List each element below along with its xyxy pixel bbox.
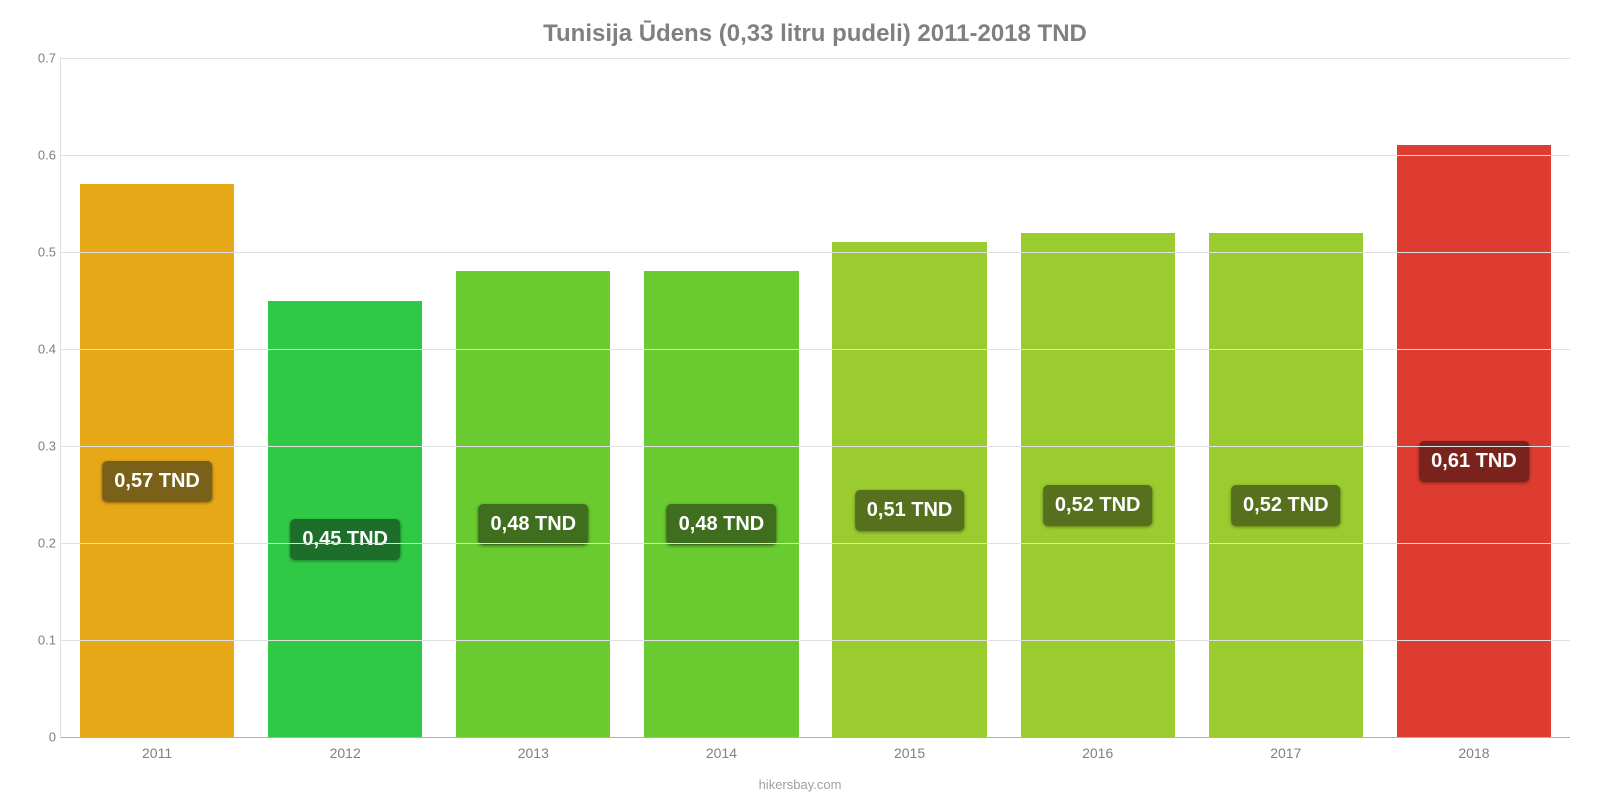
grid-line (61, 446, 1570, 447)
bar: 0,52 TND (1021, 233, 1175, 737)
grid-line (61, 155, 1570, 156)
x-tick-label: 2011 (142, 745, 172, 761)
bar-slot: 0,61 TND2018 (1380, 58, 1568, 737)
bar-slot: 0,52 TND2016 (1004, 58, 1192, 737)
x-tick-label: 2015 (894, 745, 925, 761)
x-tick-label: 2013 (518, 745, 549, 761)
value-badge: 0,52 TND (1043, 485, 1153, 526)
x-tick-label: 2014 (706, 745, 737, 761)
value-badge: 0,52 TND (1231, 485, 1341, 526)
bar-slot: 0,51 TND2015 (816, 58, 1004, 737)
grid-line (61, 58, 1570, 59)
value-badge: 0,45 TND (290, 519, 400, 560)
plot-area: 0,57 TND20110,45 TND20120,48 TND20130,48… (60, 58, 1570, 738)
y-tick-label: 0.5 (21, 245, 56, 260)
y-tick-label: 0.6 (21, 148, 56, 163)
y-tick-label: 0 (21, 730, 56, 745)
bar-slot: 0,45 TND2012 (251, 58, 439, 737)
grid-line (61, 252, 1570, 253)
x-tick-label: 2017 (1270, 745, 1301, 761)
value-badge: 0,51 TND (855, 490, 965, 531)
attribution: hikersbay.com (0, 777, 1600, 792)
bar-slot: 0,57 TND2011 (63, 58, 251, 737)
y-tick-label: 0.2 (21, 536, 56, 551)
grid-line (61, 640, 1570, 641)
grid-line (61, 349, 1570, 350)
bar: 0,61 TND (1397, 145, 1551, 737)
bar: 0,52 TND (1209, 233, 1363, 737)
bar: 0,45 TND (268, 301, 422, 738)
value-badge: 0,48 TND (667, 504, 777, 545)
bar-slot: 0,48 TND2013 (439, 58, 627, 737)
x-tick-label: 2018 (1458, 745, 1489, 761)
chart-title: Tunisija Ūdens (0,33 litru pudeli) 2011-… (60, 20, 1570, 48)
chart-container: Tunisija Ūdens (0,33 litru pudeli) 2011-… (0, 0, 1600, 800)
bar-slot: 0,48 TND2014 (627, 58, 815, 737)
x-tick-label: 2016 (1082, 745, 1113, 761)
y-tick-label: 0.7 (21, 51, 56, 66)
bar: 0,51 TND (832, 242, 986, 737)
bars-container: 0,57 TND20110,45 TND20120,48 TND20130,48… (61, 58, 1570, 737)
bar: 0,48 TND (456, 271, 610, 737)
bar: 0,48 TND (644, 271, 798, 737)
grid-line (61, 543, 1570, 544)
x-tick-label: 2012 (330, 745, 361, 761)
bar: 0,57 TND (80, 184, 234, 737)
y-tick-label: 0.4 (21, 342, 56, 357)
bar-slot: 0,52 TND2017 (1192, 58, 1380, 737)
value-badge: 0,48 TND (479, 504, 589, 545)
y-tick-label: 0.3 (21, 439, 56, 454)
y-tick-label: 0.1 (21, 633, 56, 648)
value-badge: 0,57 TND (102, 461, 212, 502)
value-badge: 0,61 TND (1419, 441, 1529, 482)
